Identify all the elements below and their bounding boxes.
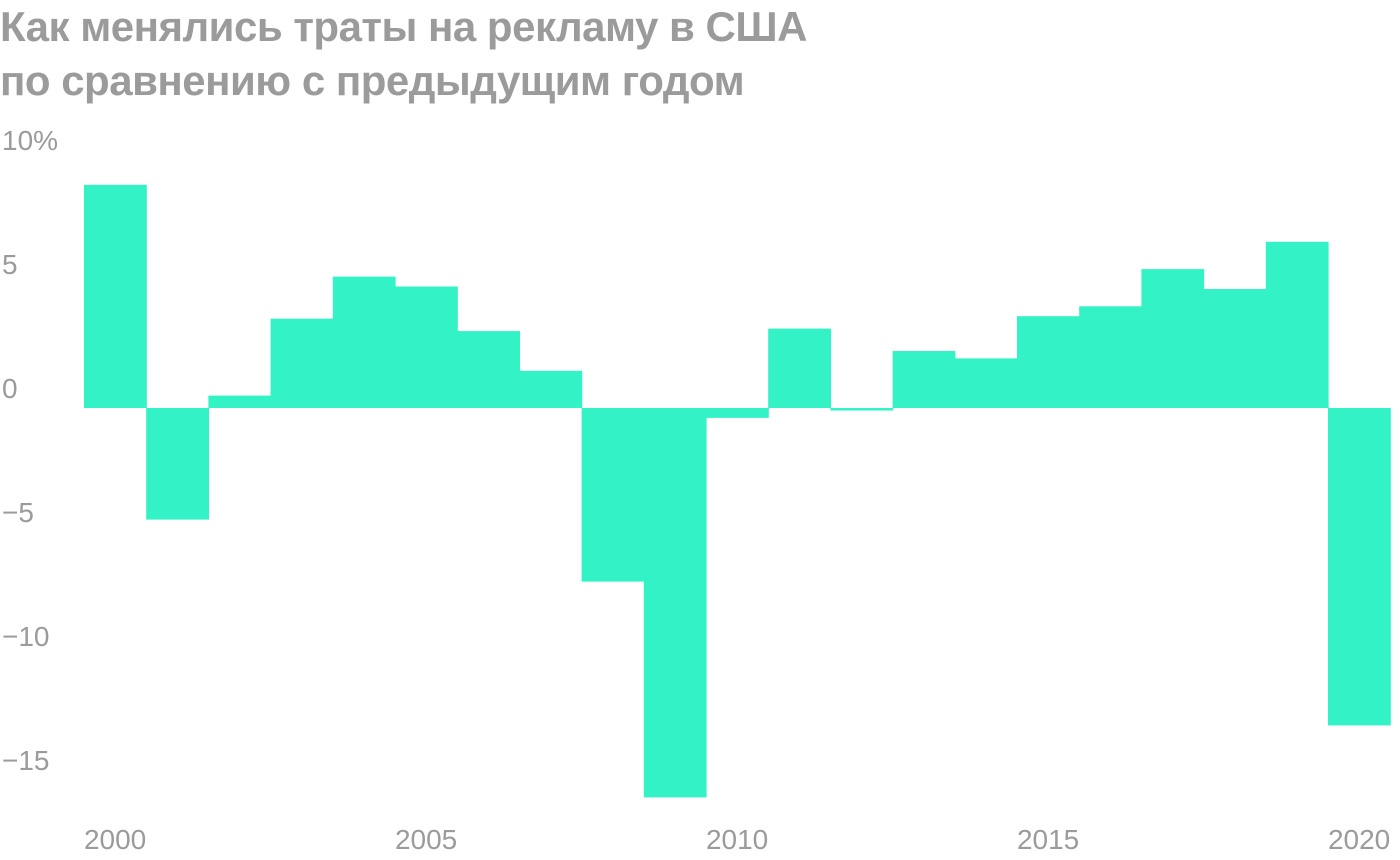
y-tick-label: 5 bbox=[2, 249, 18, 280]
y-tick-label: −15 bbox=[2, 745, 50, 776]
bar-2011 bbox=[768, 328, 831, 408]
bar-2013 bbox=[892, 351, 956, 408]
bar-2015 bbox=[1017, 316, 1080, 408]
bar-2014 bbox=[954, 358, 1018, 408]
bar-2018 bbox=[1203, 289, 1267, 408]
bar-2000 bbox=[84, 184, 147, 408]
y-tick-label: 10% bbox=[2, 125, 58, 156]
bars-group bbox=[84, 184, 1391, 798]
chart-title-line-1: Как менялись траты на рекламу в США bbox=[0, 3, 807, 50]
bar-2001 bbox=[146, 408, 209, 520]
bar-2007 bbox=[519, 370, 583, 408]
bar-2016 bbox=[1079, 306, 1142, 408]
x-tick-label: 2005 bbox=[395, 824, 457, 855]
y-tick-label: −10 bbox=[2, 621, 50, 652]
bar-2009 bbox=[643, 408, 707, 798]
bar-2010 bbox=[706, 408, 769, 418]
bar-2020 bbox=[1328, 408, 1391, 726]
chart-title-line-2: по сравнению с предыдущим годом bbox=[0, 57, 745, 104]
bar-2017 bbox=[1141, 269, 1205, 408]
bar-2002 bbox=[208, 395, 272, 408]
bar-2012 bbox=[830, 408, 894, 411]
x-tick-label: 2010 bbox=[706, 824, 768, 855]
bar-2005 bbox=[395, 286, 458, 408]
y-axis-ticks: 10% 5 0 −5 −10 −15 bbox=[2, 125, 58, 776]
bar-2006 bbox=[457, 331, 520, 408]
y-tick-label: 0 bbox=[2, 373, 18, 404]
x-tick-label: 2020 bbox=[1328, 824, 1390, 855]
x-tick-label: 2015 bbox=[1017, 824, 1079, 855]
y-tick-label: −5 bbox=[2, 497, 34, 528]
chart-title: Как менялись траты на рекламу в США по с… bbox=[0, 0, 1000, 108]
bar-2004 bbox=[332, 276, 396, 408]
bar-2019 bbox=[1265, 241, 1329, 408]
bar-2003 bbox=[270, 318, 334, 408]
bar-2008 bbox=[581, 408, 645, 582]
x-axis-ticks: 2000 2005 2010 2015 2020 bbox=[84, 824, 1390, 855]
x-tick-label: 2000 bbox=[84, 824, 146, 855]
